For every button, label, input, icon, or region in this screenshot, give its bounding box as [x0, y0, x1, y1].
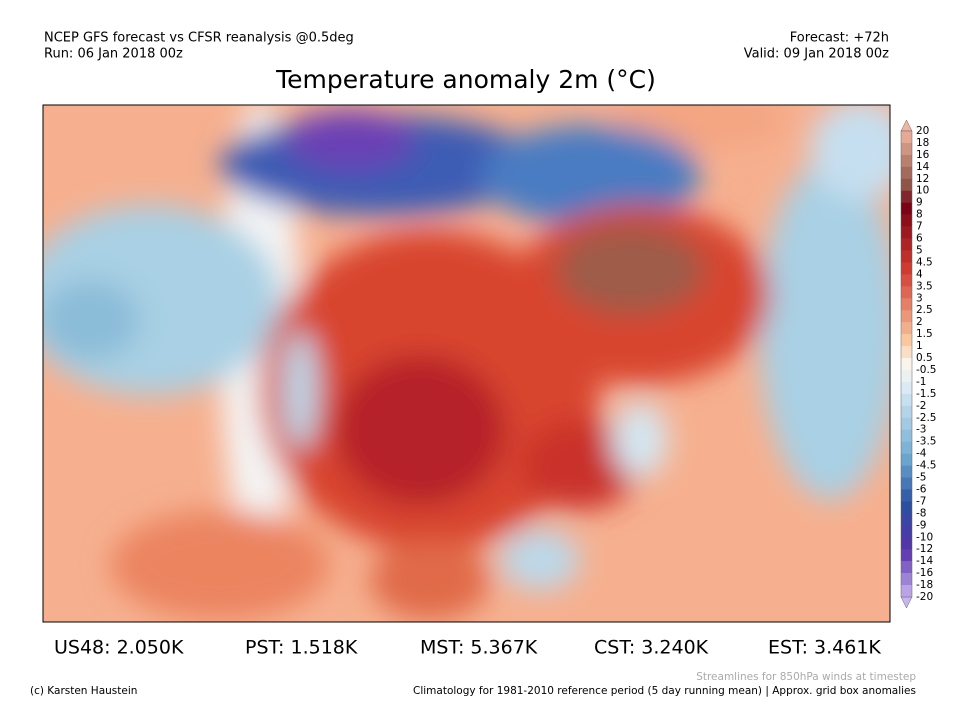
colorbar-label: 3.5	[916, 280, 933, 292]
colorbar: 201816141210987654.543.532.521.510.5-0.5…	[900, 119, 937, 609]
colorbar-segment	[901, 274, 912, 287]
colorbar-segment	[901, 381, 912, 395]
colorbar-label: -16	[916, 567, 933, 579]
colorbar-segment	[901, 513, 912, 526]
colorbar-segment	[901, 226, 912, 239]
header-left-1: NCEP GFS forecast vs CFSR reanalysis @0.…	[44, 31, 354, 46]
colorbar-segment	[901, 190, 912, 203]
colorbar-label: -18	[916, 579, 933, 591]
colorbar-label: 14	[916, 161, 930, 173]
colorbar-segment	[901, 429, 912, 442]
colorbar-segment	[901, 286, 912, 299]
colorbar-label: 20	[916, 125, 929, 137]
stat: EST: 3.461K	[768, 637, 881, 659]
colorbar-segment	[901, 202, 912, 215]
header-right-2: Valid: 09 Jan 2018 00z	[744, 47, 889, 62]
colorbar-label: 18	[916, 137, 929, 149]
colorbar-segment	[901, 441, 912, 454]
colorbar-label: -2.5	[916, 412, 937, 424]
colorbar-label: 7	[916, 221, 923, 233]
colorbar-frame	[900, 130, 913, 598]
colorbar-label: 4	[916, 268, 923, 280]
colorbar-segment	[901, 537, 912, 550]
colorbar-segment	[901, 453, 912, 466]
colorbar-segment	[901, 585, 912, 598]
colorbar-label: -4.5	[916, 460, 937, 472]
colorbar-label: -20	[916, 591, 933, 603]
colorbar-label: 1	[916, 340, 923, 352]
map-frame	[42, 104, 891, 623]
colorbar-bottom-arrow	[900, 596, 913, 609]
colorbar-segment	[901, 334, 912, 347]
colorbar-label: -7	[916, 495, 926, 507]
colorbar-label: -12	[916, 543, 933, 555]
colorbar-segment	[901, 154, 912, 168]
colorbar-segment	[901, 393, 912, 407]
colorbar-label: 10	[916, 185, 929, 197]
climatology-note: Climatology for 1981-2010 reference peri…	[413, 685, 916, 697]
map-title: Temperature anomaly 2m (°C)	[275, 65, 656, 94]
colorbar-segment	[901, 549, 912, 562]
colorbar-label: -4	[916, 448, 927, 460]
colorbar-label: -9	[916, 519, 926, 531]
colorbar-segment	[901, 214, 912, 227]
colorbar-segment	[901, 310, 912, 323]
colorbar-segment	[901, 369, 912, 383]
colorbar-label: -14	[916, 555, 933, 567]
streamlines-note: Streamlines for 850hPa winds at timestep	[696, 671, 916, 683]
colorbar-segment	[901, 322, 912, 335]
colorbar-segment	[901, 417, 912, 431]
colorbar-label: -1	[916, 376, 926, 388]
colorbar-label: -3.5	[916, 436, 937, 448]
colorbar-segment	[901, 262, 912, 275]
stat: CST: 3.240K	[594, 637, 709, 659]
colorbar-label: 3	[916, 292, 923, 304]
colorbar-segment	[901, 573, 912, 586]
colorbar-label: 16	[916, 149, 930, 161]
colorbar-label: 2	[916, 316, 923, 328]
colorbar-label: 4.5	[916, 256, 933, 268]
colorbar-label: 2.5	[916, 304, 933, 316]
colorbar-label: -2	[916, 400, 926, 412]
colorbar-label: -8	[916, 507, 926, 519]
stat: PST: 1.518K	[245, 637, 358, 659]
colorbar-top-arrow	[900, 119, 913, 132]
header-left-2: Run: 06 Jan 2018 00z	[44, 47, 183, 62]
map	[43, 105, 890, 622]
colorbar-label: 9	[916, 197, 923, 209]
credit: (c) Karsten Haustein	[30, 685, 137, 697]
colorbar-segment	[901, 405, 912, 419]
colorbar-segment	[901, 501, 912, 514]
colorbar-segment	[901, 238, 912, 251]
colorbar-label: 5	[916, 244, 923, 256]
colorbar-segment	[901, 142, 912, 156]
colorbar-label: -3	[916, 424, 926, 436]
header-right-1: Forecast: +72h	[790, 31, 889, 46]
stat: US48: 2.050K	[54, 637, 184, 659]
colorbar-segment	[901, 178, 912, 192]
stat: MST: 5.367K	[420, 637, 538, 659]
colorbar-label: -1.5	[916, 388, 937, 400]
colorbar-label: 8	[916, 209, 923, 221]
colorbar-label: 12	[916, 173, 929, 185]
colorbar-label: -5	[916, 472, 926, 484]
colorbar-label: -10	[916, 531, 933, 543]
colorbar-segment	[901, 250, 912, 263]
colorbar-segment	[901, 131, 912, 144]
colorbar-segment	[901, 489, 912, 502]
colorbar-segment	[901, 298, 912, 311]
colorbar-segment	[901, 561, 912, 574]
colorbar-label: 1.5	[916, 328, 933, 340]
colorbar-label: -6	[916, 483, 927, 495]
colorbar-label: 6	[916, 233, 923, 245]
colorbar-label: -0.5	[916, 364, 937, 376]
colorbar-segment	[901, 358, 912, 371]
colorbar-segment	[901, 346, 912, 359]
colorbar-segment	[901, 477, 912, 490]
colorbar-segment	[901, 166, 912, 180]
colorbar-segment	[901, 525, 912, 538]
colorbar-label: 0.5	[916, 352, 933, 364]
colorbar-segment	[901, 465, 912, 478]
